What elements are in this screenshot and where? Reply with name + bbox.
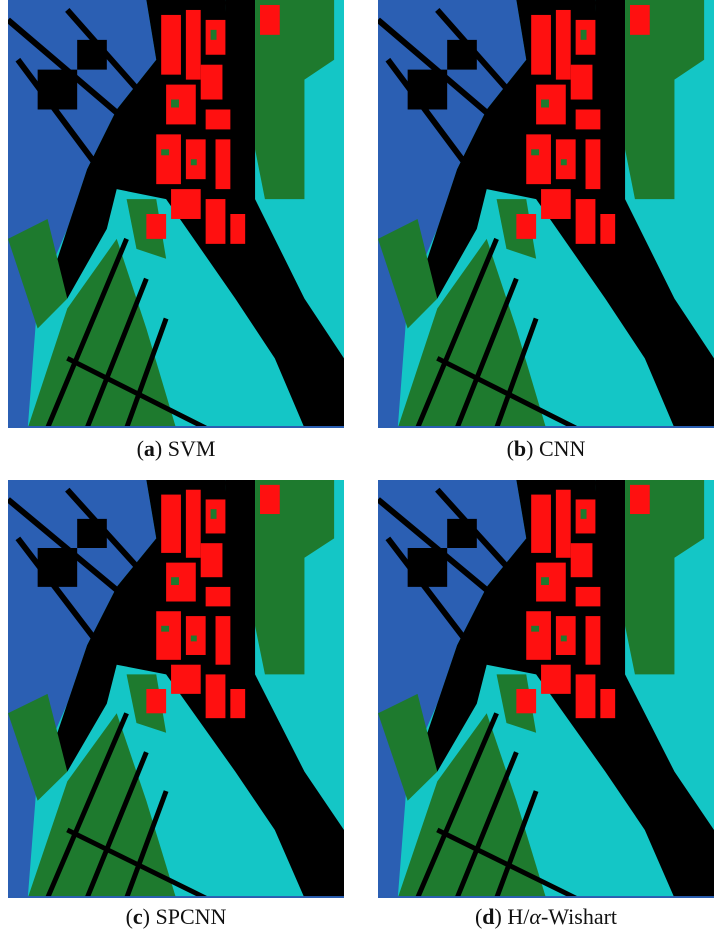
caption: (d) H/α-Wishart <box>376 904 714 930</box>
caption: (c) SPCNN <box>6 904 346 930</box>
caption-part: α <box>529 904 541 929</box>
classification-map <box>8 480 344 898</box>
caption-part: ) CNN <box>526 436 585 461</box>
caption-part: c <box>133 904 143 929</box>
caption-part: ( <box>137 436 144 461</box>
caption-part: ( <box>507 436 514 461</box>
caption-part: ) SPCNN <box>143 904 227 929</box>
caption-part: ) H/ <box>495 904 530 929</box>
figure: (a) SVM(b) CNN(c) SPCNN(d) H/α-Wishart <box>0 0 714 936</box>
classification-map <box>8 0 344 428</box>
caption-part: a <box>144 436 155 461</box>
classification-map <box>378 480 714 898</box>
caption-part: ( <box>126 904 133 929</box>
caption: (a) SVM <box>6 436 346 462</box>
caption-part: b <box>514 436 526 461</box>
caption: (b) CNN <box>376 436 714 462</box>
caption-part: ) SVM <box>155 436 216 461</box>
caption-part: d <box>482 904 494 929</box>
caption-part: -Wishart <box>541 904 617 929</box>
classification-map <box>378 0 714 428</box>
